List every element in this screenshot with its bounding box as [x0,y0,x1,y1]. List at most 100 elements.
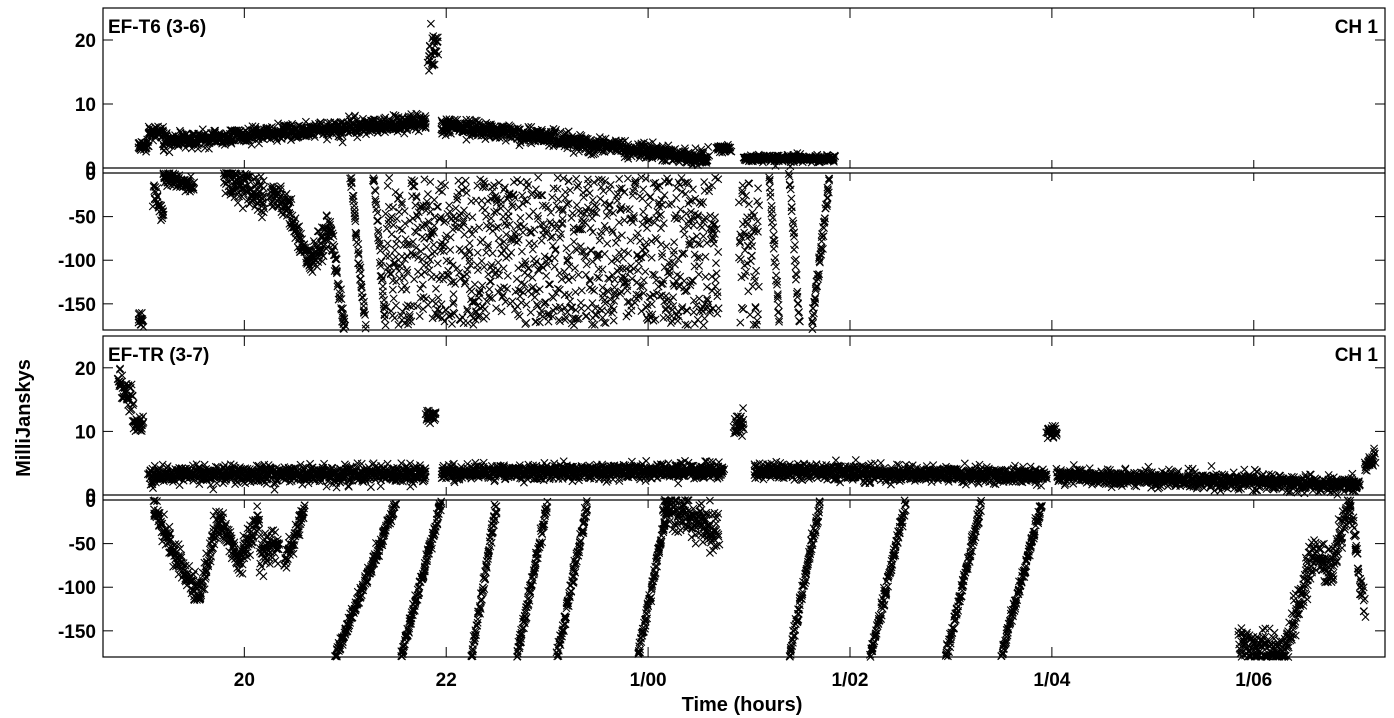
panel-1-lower-seg13-point [788,208,795,215]
panel-1-lower-seg10-point [394,235,401,242]
panel-1-lower-seg10-point [682,190,689,197]
panel-1-lower-seg10-point [450,291,457,298]
panel-1-lower-y-tick-label: -150 [58,295,96,316]
panel-1-lower-seg10-point [393,240,400,247]
panel-2-upper-seg2-point [333,484,340,491]
panel-1-lower-seg10-point [552,246,559,253]
panel-1-lower-seg13-point [792,276,799,283]
panel-1-lower-seg13-point [788,195,795,202]
panel-1-lower-seg10-point [701,179,708,186]
panel-1-lower-seg10-point [666,272,673,279]
panel-1-lower-seg10-point [684,307,691,314]
panel-1-lower-seg10-point [671,239,678,246]
panel-1-lower-seg10-point [643,225,650,232]
panel-1-lower-seg10-point [681,231,688,238]
panel-1-lower-seg10-point [517,214,524,221]
panel-1-lower-seg10-point [690,222,697,229]
panel-1-lower-seg10-point [592,311,599,318]
panel-1-lower-seg10-point [416,313,423,320]
panel-1-lower-seg12-point [768,202,775,209]
panel-1-lower-seg10-point [714,293,721,300]
panel-1-lower-seg11-point [753,267,760,274]
x-tick-label: 1/06 [1235,670,1272,691]
panel-1-lower-seg10-point [575,181,582,188]
panel-1-lower-seg10-point [486,286,493,293]
panel-1-lower-seg10-point [539,192,546,199]
panel-1-lower-seg10-point [589,286,596,293]
panel-1-lower-seg10-point [626,268,633,275]
panel-1-lower-seg10-point [431,196,438,203]
panel-1-lower-seg10-point [489,250,496,257]
panel-1-upper-seg3-point [427,20,434,27]
panel-1-lower-seg10-point [642,244,649,251]
panel-1-lower-seg10-point [448,320,455,327]
x-tick-label: 22 [436,670,457,691]
panel-1-lower-seg10-point [565,292,572,299]
panel-1-lower-seg13-point [790,246,797,253]
panel-1-lower-seg10-point [463,271,470,278]
panel-1-lower-y-tick-label: -100 [58,251,96,272]
panel-1-lower-seg10-point [391,314,398,321]
panel-1-lower-seg10-point [531,240,538,247]
panel-1-lower-seg10-point [483,313,490,320]
panel-1-lower-seg10-point [516,313,523,320]
data-points-layer [114,20,1379,661]
panel-1-lower-seg12-point [767,193,774,200]
panel-1-lower-seg10-point [390,204,397,211]
panel-1-lower-seg10-point [423,243,430,250]
panel-1-lower-seg10-point [501,184,508,191]
panel-1-lower-seg10-point [647,193,654,200]
panel-1-lower-seg10-point [659,201,666,208]
panel-2-upper-seg2-point [323,483,330,490]
panel-1-lower-seg11-point [752,305,759,312]
panel-1-lower-seg12-point [770,245,777,252]
panel-1-lower-seg10-point [626,206,633,213]
panel-1-lower-seg10-point [384,182,391,189]
panel-2-upper-seg2-point [367,484,374,491]
panel-1-lower-seg10-point [616,175,623,182]
panel-1-lower-seg11-point [737,319,744,326]
panel-1-lower-seg10-point [469,214,476,221]
panel-1-lower-seg10-point [642,268,649,275]
panel-1-lower-seg10-point [663,243,670,250]
panel-1-lower-seg9-point [382,322,389,329]
panel-1-lower-seg13-point [786,181,793,188]
panel-1-lower-seg10-point [665,178,672,185]
panel-1-lower-seg10-point [493,208,500,215]
panel-1-lower-seg10-point [572,306,579,313]
panel-1-lower-seg10-point [531,294,538,301]
panel-2-upper-y-tick-label: 10 [75,422,96,443]
panel-1-lower-seg10-point [640,186,647,193]
panel-1-lower-seg11-point [746,311,753,318]
panel-1-lower-seg10-point [639,195,646,202]
panel-1-lower-seg10-point [614,191,621,198]
panel-1-lower-seg10-point [677,206,684,213]
panel-1-lower-seg10-point [386,174,393,181]
panel-1-lower-seg10-point [487,278,494,285]
panel-1-lower-seg10-point [702,273,709,280]
panel-1-lower-seg13-point [795,309,802,316]
panel-1-lower-seg10-point [637,237,644,244]
panel-1-lower-seg10-point [661,192,668,199]
panel-1-lower-seg10-point [474,249,481,256]
panel-1-lower-seg12-point [770,224,777,231]
panel-1-upper-seg4-point [565,128,572,135]
panel-1-lower-seg10-point [702,253,709,260]
panel-1-lower-seg10-point [383,245,390,252]
panel-1-lower-seg10-point [423,295,430,302]
panel-1-lower-seg10-point [678,174,685,181]
panel-2-lower-y-tick-label: -50 [69,535,96,556]
panel-1-lower-seg10-point [712,283,719,290]
panel-1-lower-seg10-point [572,289,579,296]
panel-1-lower-seg10-point [693,233,700,240]
panel-1-lower-seg10-point [434,306,441,313]
panel-1-lower-seg13-point [792,263,799,270]
panel-1-lower-seg11-point [748,252,755,259]
panel-1-lower-seg14-point [826,175,833,182]
panel-1-lower-seg10-point [621,189,628,196]
panel-2-lower-y-tick-label: 0 [85,491,96,512]
panel-1-lower-seg10-point [524,198,531,205]
panel-1-lower-seg10-point [573,202,580,209]
panel-1-lower-seg3-point [258,214,265,221]
